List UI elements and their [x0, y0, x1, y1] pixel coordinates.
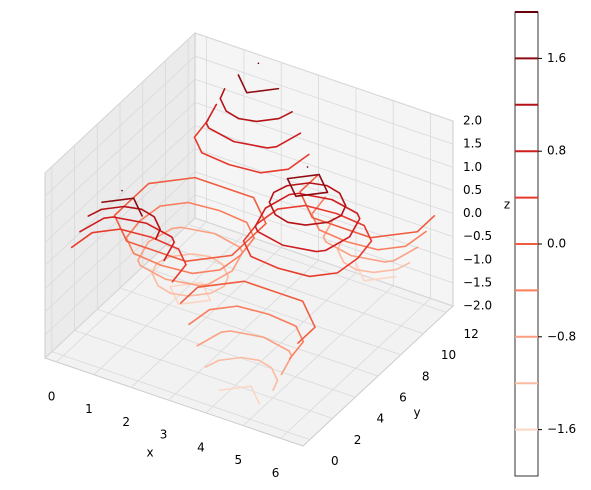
grid-line [44, 125, 196, 266]
colorbar-tick-label: 0.8 [547, 144, 566, 158]
y-tick-label: 4 [376, 412, 384, 426]
z-tick-label: −1.0 [463, 252, 492, 266]
grid-line [194, 171, 454, 261]
x-tick-label: 1 [85, 402, 93, 416]
grid-line [194, 78, 454, 168]
grid-line [194, 101, 454, 191]
grid-line [44, 102, 196, 243]
z-tick-label: 2.0 [463, 114, 482, 128]
colorbar: 1.6 0.8 0.0 −0.8 −1.6 [514, 11, 576, 477]
grid-line [188, 223, 447, 313]
grid-line [51, 351, 310, 441]
contour-line [125, 196, 427, 360]
x-tick-label: 2 [122, 415, 130, 429]
x-tick-label: 5 [234, 453, 242, 467]
z-tick-label: −1.5 [463, 275, 492, 289]
grid-line [44, 217, 196, 359]
z-tick-label: 1.5 [463, 137, 482, 151]
y-tick-label: 6 [399, 391, 407, 405]
y-tick-label: 0 [331, 454, 339, 468]
grid-line [97, 308, 356, 398]
grid-line [74, 330, 333, 419]
x-tick-label: 3 [160, 428, 168, 442]
grid-line [194, 55, 454, 145]
x-axis-label: x [146, 446, 153, 460]
y-axis-label: y [413, 406, 420, 420]
grid-line [44, 78, 196, 220]
contour-line [87, 87, 347, 240]
grid-line [44, 194, 196, 336]
grid-line [194, 32, 454, 122]
contour-line [101, 74, 329, 217]
x-tick-label: 6 [272, 466, 280, 480]
y-tick-label: 8 [422, 369, 430, 383]
x-tick-label: 0 [48, 389, 56, 403]
colorbar-tick-label: −0.8 [547, 329, 576, 343]
x-tick-label: 4 [197, 440, 205, 454]
grid-line [44, 32, 196, 174]
z-tick-label: −0.5 [463, 229, 492, 243]
colorbar-tick-label: 0.0 [547, 237, 566, 251]
colorbar-tick-label: 1.6 [547, 51, 566, 65]
grid-line [194, 217, 454, 307]
grid-line [119, 287, 379, 377]
z-tick-label: −2.0 [463, 299, 492, 313]
plot-area [70, 62, 436, 405]
y-tick-label: 10 [441, 348, 456, 362]
contour-line [121, 62, 309, 192]
grid-line [165, 245, 424, 334]
z-tick-label: 0.0 [463, 206, 482, 220]
grid-line [142, 266, 401, 356]
labels: x y z 01234560246810122.01.51.00.50.0−0.… [48, 114, 510, 480]
grid-line [194, 125, 454, 214]
y-tick-label: 2 [354, 433, 362, 447]
z-axis-label: z [504, 198, 510, 212]
y-tick-label: 12 [464, 327, 479, 341]
contour-line [70, 119, 373, 283]
z-tick-label: 1.0 [463, 160, 482, 174]
contour-line [137, 217, 419, 376]
grid-line [44, 55, 196, 197]
z-tick-label: 0.5 [463, 183, 482, 197]
grid-line [44, 171, 196, 313]
contour-line [169, 262, 397, 405]
colorbar-tick-label: −1.6 [547, 422, 576, 436]
